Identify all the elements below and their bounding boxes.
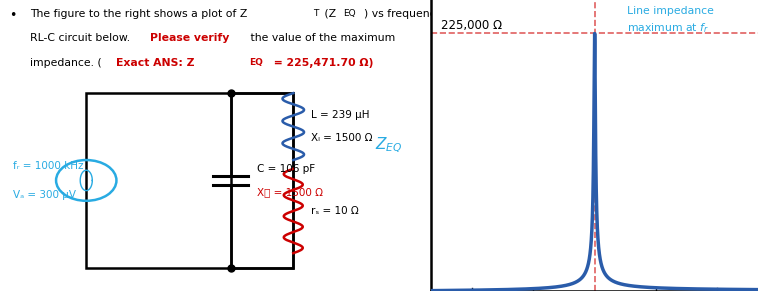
- Text: Xⲟ = 1500 Ω: Xⲟ = 1500 Ω: [257, 187, 323, 197]
- Text: C = 106 pF: C = 106 pF: [257, 164, 315, 174]
- Text: Line impedance
maximum at $f_r$: Line impedance maximum at $f_r$: [628, 6, 714, 35]
- Bar: [230, 93, 293, 268]
- Text: •: •: [8, 9, 16, 22]
- Text: impedance. (: impedance. (: [30, 58, 102, 68]
- Text: Exact ANS: Z: Exact ANS: Z: [117, 58, 195, 68]
- Text: = 225,471.70 Ω): = 225,471.70 Ω): [270, 58, 373, 68]
- Text: RL-C circuit below.: RL-C circuit below.: [30, 33, 134, 43]
- Text: Vₐ = 300 μV: Vₐ = 300 μV: [13, 190, 76, 200]
- Text: T: T: [312, 9, 318, 18]
- Text: 225,000 Ω: 225,000 Ω: [441, 19, 503, 32]
- Text: the value of the maximum: the value of the maximum: [246, 33, 395, 43]
- Text: L = 239 μH: L = 239 μH: [311, 110, 369, 120]
- Text: Xₗ = 1500 Ω: Xₗ = 1500 Ω: [311, 133, 372, 143]
- Text: fᵣ = 1000 kHz: fᵣ = 1000 kHz: [13, 161, 83, 171]
- Text: Please verify: Please verify: [150, 33, 230, 43]
- Text: $Z_{EQ}$: $Z_{EQ}$: [375, 136, 402, 155]
- Bar: [86, 93, 293, 268]
- Text: (Z: (Z: [321, 9, 337, 19]
- Text: EQ: EQ: [343, 9, 356, 18]
- Text: The figure to the right shows a plot of Z: The figure to the right shows a plot of …: [30, 9, 248, 19]
- Text: rₛ = 10 Ω: rₛ = 10 Ω: [311, 206, 359, 216]
- Text: ) vs frequency for the: ) vs frequency for the: [365, 9, 482, 19]
- Text: EQ: EQ: [249, 58, 263, 67]
